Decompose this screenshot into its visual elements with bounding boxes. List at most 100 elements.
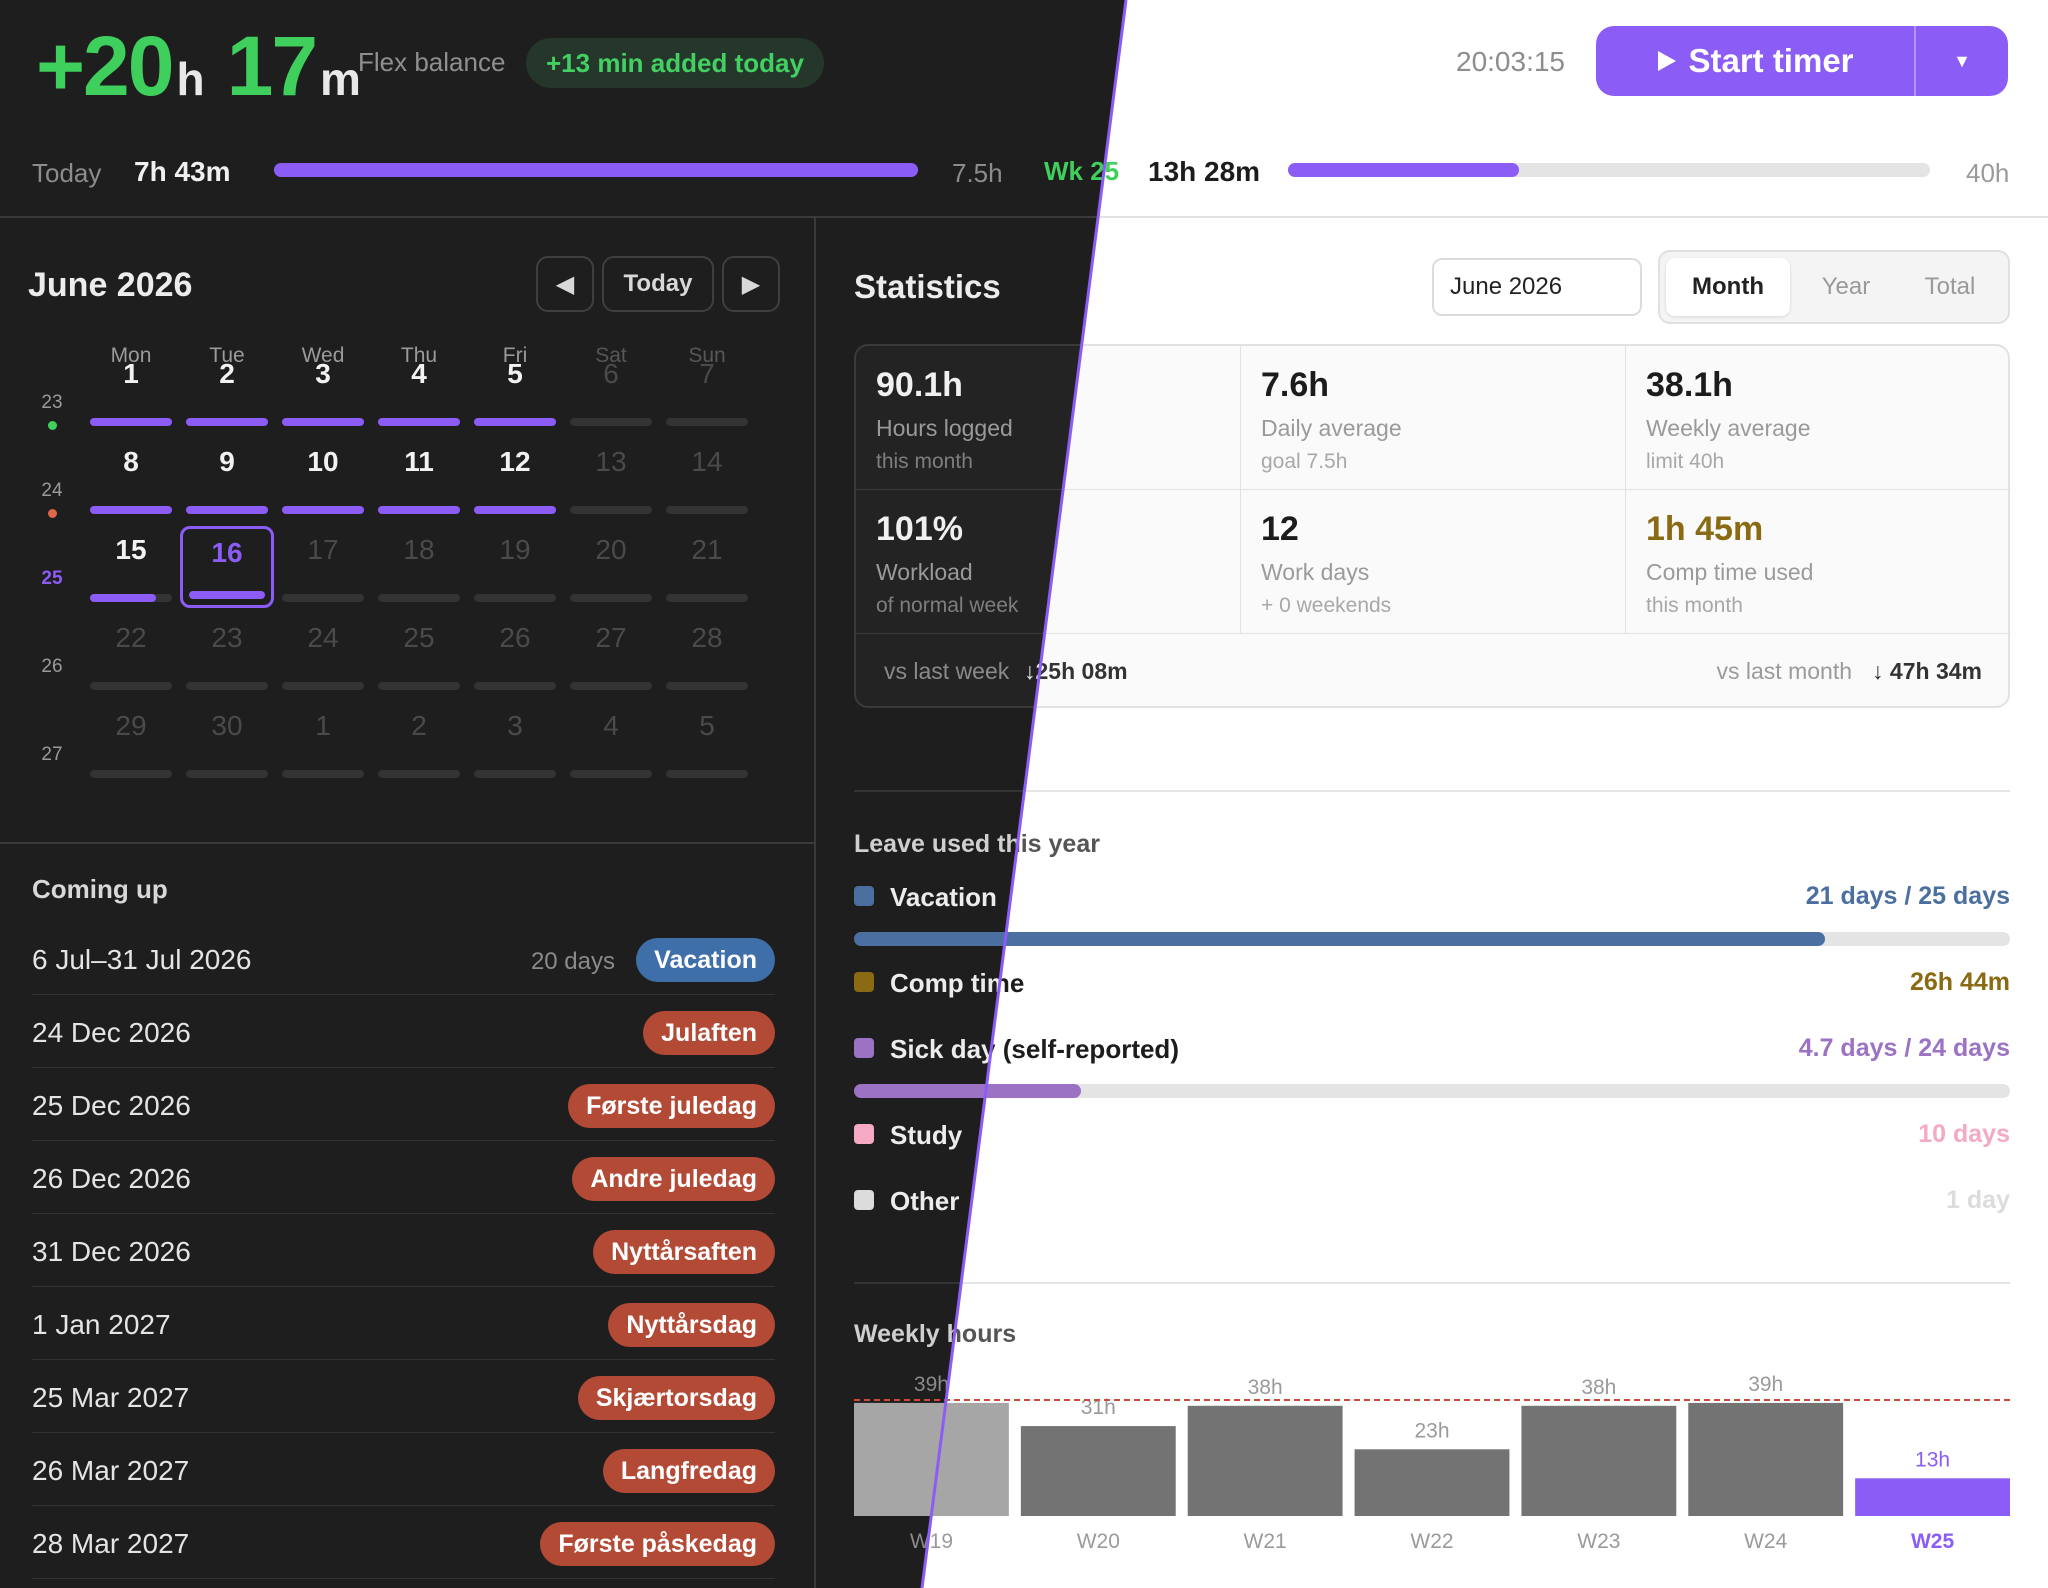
tab-year[interactable]: Year bbox=[1821, 273, 1871, 300]
start-timer-main[interactable]: Start timer bbox=[1596, 42, 1914, 80]
calendar-next-button[interactable]: ▶ bbox=[722, 256, 780, 312]
calendar-day[interactable]: 14 bbox=[660, 438, 754, 520]
weekday-fri: Fri bbox=[502, 344, 528, 367]
calendar-day[interactable]: 16 bbox=[180, 526, 274, 608]
calendar-day[interactable]: 7 bbox=[660, 350, 754, 432]
calendar-day-hours-bar bbox=[282, 682, 364, 690]
calendar-day-hours-fill bbox=[474, 418, 556, 426]
calendar-divider bbox=[0, 842, 816, 844]
calendar-day-number: 19 bbox=[499, 534, 531, 565]
calendar-day[interactable]: 26 bbox=[468, 614, 562, 696]
leave-name: Study bbox=[890, 1120, 963, 1150]
statistics-month-picker[interactable]: June 2026 bbox=[1432, 258, 1642, 316]
calendar-day[interactable]: 11 bbox=[372, 438, 466, 520]
caret-down-icon: ▼ bbox=[1953, 50, 1971, 71]
calendar-day[interactable]: 3 bbox=[276, 350, 370, 432]
calendar-day-hours-fill bbox=[186, 506, 268, 514]
calendar-day[interactable]: 1 bbox=[84, 350, 178, 432]
calendar-day[interactable]: 12 bbox=[468, 438, 562, 520]
calendar-day[interactable]: 29 bbox=[84, 702, 178, 784]
stat-sublabel: goal 7.5h bbox=[1261, 450, 1348, 473]
calendar-day-hours-bar bbox=[282, 594, 364, 602]
tab-month[interactable]: Month bbox=[1666, 258, 1790, 316]
calendar-day-hours-bar bbox=[474, 682, 556, 690]
calendar-day[interactable]: 27 bbox=[564, 614, 658, 696]
calendar-day[interactable]: 2 bbox=[180, 350, 274, 432]
leave-item: Study10 days bbox=[922, 1114, 2010, 1154]
coming-up-date: 1 Jan 2027 bbox=[32, 1309, 171, 1340]
calendar-day[interactable]: 15 bbox=[84, 526, 178, 608]
leave-color-swatch bbox=[854, 1124, 874, 1144]
stat-value: 1h 45m bbox=[1646, 510, 1764, 548]
calendar-day-hours-bar bbox=[378, 682, 460, 690]
calendar-day[interactable]: 5 bbox=[660, 702, 754, 784]
calendar-day[interactable]: 4 bbox=[372, 350, 466, 432]
calendar-day-hours-bar bbox=[378, 506, 460, 514]
calendar-day[interactable]: 17 bbox=[276, 526, 370, 608]
calendar-day[interactable]: 3 bbox=[468, 702, 562, 784]
calendar-day[interactable]: 30 bbox=[180, 702, 274, 784]
calendar-day[interactable]: 22 bbox=[84, 614, 178, 696]
calendar-day-hours-bar bbox=[90, 594, 172, 602]
calendar-today-button[interactable]: Today bbox=[602, 256, 714, 312]
calendar-day-number: 24 bbox=[307, 622, 339, 653]
calendar-day-number: 17 bbox=[307, 534, 339, 565]
calendar-day[interactable]: 9 bbox=[180, 438, 274, 520]
leave-value: 26h 44m bbox=[1909, 968, 2010, 996]
calendar-prev-button[interactable]: ◀ bbox=[536, 256, 594, 312]
list-item[interactable]: 26 Dec 2026 Andre juledag bbox=[32, 1141, 775, 1214]
calendar-day[interactable]: 8 bbox=[84, 438, 178, 520]
week-progress-fill bbox=[1288, 163, 1520, 177]
list-item[interactable]: 1 Jan 2027 Nyttårsdag bbox=[32, 1287, 775, 1360]
leave-item: Other1 day bbox=[922, 1180, 2010, 1220]
calendar-day[interactable]: 24 bbox=[276, 614, 370, 696]
stat-sublabel: limit 40h bbox=[1646, 450, 1725, 473]
coming-up-tag: Julaften bbox=[643, 1011, 775, 1055]
list-item[interactable]: 24 Dec 2026 Julaften bbox=[32, 995, 775, 1068]
list-item[interactable]: 6 Jul–31 Jul 2026 20 days Vacation bbox=[32, 922, 775, 995]
calendar-day-hours-bar bbox=[186, 770, 268, 778]
calendar-day[interactable]: 18 bbox=[372, 526, 466, 608]
calendar-day[interactable]: 13 bbox=[564, 438, 658, 520]
stat-label: Work days bbox=[1261, 559, 1370, 585]
calendar-day[interactable]: 5 bbox=[468, 350, 562, 432]
calendar-title: June 2026 bbox=[28, 266, 193, 304]
calendar-day[interactable]: 4 bbox=[564, 702, 658, 784]
calendar-day[interactable]: 10 bbox=[276, 438, 370, 520]
calendar-day[interactable]: 20 bbox=[564, 526, 658, 608]
stat-value: 12 bbox=[1261, 510, 1299, 548]
chart-value-label: 39h bbox=[914, 1373, 949, 1396]
calendar-day[interactable]: 23 bbox=[180, 614, 274, 696]
calendar-day[interactable]: 6 bbox=[564, 350, 658, 432]
stat-label: Weekly average bbox=[1646, 415, 1811, 441]
coming-up-date: 28 Mar 2027 bbox=[32, 1528, 190, 1559]
calendar-day[interactable]: 28 bbox=[660, 614, 754, 696]
statistics-title: Statistics bbox=[854, 268, 1001, 305]
vs-last-month-label: vs last month bbox=[1716, 658, 1853, 684]
calendar-day-hours-bar bbox=[474, 770, 556, 778]
list-item[interactable]: 28 Mar 2027 Første påskedag bbox=[32, 1506, 775, 1579]
triangle-left-icon: ◀ bbox=[555, 270, 575, 298]
calendar-day-hours-bar bbox=[186, 506, 268, 514]
calendar-day[interactable]: 21 bbox=[660, 526, 754, 608]
list-item[interactable]: 25 Dec 2026 Første juledag bbox=[32, 1068, 775, 1141]
calendar-day-hours-bar bbox=[570, 770, 652, 778]
calendar-day-hours-bar bbox=[474, 418, 556, 426]
list-item[interactable]: 31 Dec 2026 Nyttårsaften bbox=[32, 1214, 775, 1287]
start-timer-button[interactable]: Start timer ▼ bbox=[1596, 26, 2008, 96]
calendar-day[interactable]: 1 bbox=[276, 702, 370, 784]
list-item[interactable]: 25 Mar 2027 Skjærtorsdag bbox=[32, 1360, 775, 1433]
calendar-day[interactable]: 19 bbox=[468, 526, 562, 608]
leave-value: 4.7 days / 24 days bbox=[1798, 1034, 2010, 1062]
calendar-day-hours-bar bbox=[90, 770, 172, 778]
calendar-day[interactable]: 2 bbox=[372, 702, 466, 784]
column-divider bbox=[814, 218, 816, 1588]
calendar-day-number: 3 bbox=[507, 710, 523, 741]
tab-total[interactable]: Total bbox=[1924, 273, 1976, 300]
calendar-day-number: 1 bbox=[315, 710, 331, 741]
chart-category-label: W20 bbox=[1077, 1530, 1120, 1553]
leave-name: Other bbox=[890, 1186, 960, 1216]
calendar-day[interactable]: 25 bbox=[372, 614, 466, 696]
list-item[interactable]: 26 Mar 2027 Langfredag bbox=[32, 1433, 775, 1506]
timer-options-dropdown[interactable]: ▼ bbox=[1916, 51, 2008, 72]
